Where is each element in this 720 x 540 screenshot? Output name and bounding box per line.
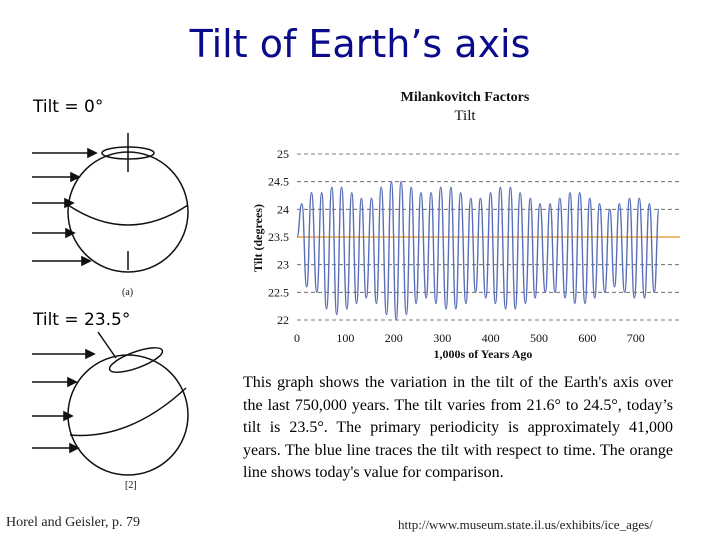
chart-caption: This graph shows the variation in the ti… — [243, 374, 673, 481]
book-source-citation: Horel and Geisler, p. 79 — [6, 515, 140, 530]
earth-tilt-235-diagram: [2] — [32, 331, 189, 491]
sunlight-arrows-icon — [32, 147, 98, 267]
y-tick-label: 25 — [277, 147, 289, 161]
chart-subtitle: Tilt — [454, 108, 476, 124]
north-polar-circle — [101, 146, 155, 160]
earth-globe-icon — [67, 354, 189, 476]
y-tick-label: 22 — [277, 313, 289, 327]
y-axis-label: Tilt (degrees) — [251, 204, 265, 272]
y-tick-label: 22.5 — [268, 285, 289, 299]
y-tick-label: 24.5 — [268, 175, 289, 189]
y-tick-label: 24 — [277, 202, 289, 216]
y-tick-label: 23 — [277, 258, 289, 272]
x-tick-label: 200 — [385, 331, 403, 345]
tilted-equator-line — [69, 387, 187, 437]
tilt-23-5-label: Tilt = 23.5° — [33, 310, 131, 330]
tilt-chart: 22 22.5 23 23.5 24 24.5 25 0 100 200 300 400 500 600 7… — [251, 147, 680, 361]
chart-title: Milankovitch Factors — [400, 90, 530, 105]
x-tick-label: 600 — [578, 331, 596, 345]
tilt-series-line — [296, 180, 660, 321]
source-url-link[interactable]: http://www.museum.state.il.us/exhibits/i… — [398, 517, 653, 532]
x-tick-label: 500 — [530, 331, 548, 345]
tilt-zero-label: Tilt = 0° — [33, 97, 104, 117]
x-tick-label: 400 — [482, 331, 500, 345]
tilted-axis-line — [97, 331, 117, 359]
y-tick-label: 23.5 — [268, 230, 289, 244]
figure-b-label: [2] — [125, 480, 137, 491]
x-tick-label: 100 — [336, 331, 354, 345]
x-tick-label: 0 — [294, 331, 300, 345]
tilted-polar-circle — [108, 347, 164, 373]
earth-tilt-zero-diagram: (a) — [32, 133, 189, 298]
x-tick-label: 700 — [627, 331, 645, 345]
sunlight-arrows-icon — [32, 348, 96, 454]
x-tick-label: 300 — [433, 331, 451, 345]
equator-line — [67, 204, 189, 226]
slide-title: Tilt of Earth’s axis — [189, 22, 531, 66]
figure-a-label: (a) — [122, 287, 133, 298]
x-axis-label: 1,000s of Years Ago — [434, 347, 533, 361]
